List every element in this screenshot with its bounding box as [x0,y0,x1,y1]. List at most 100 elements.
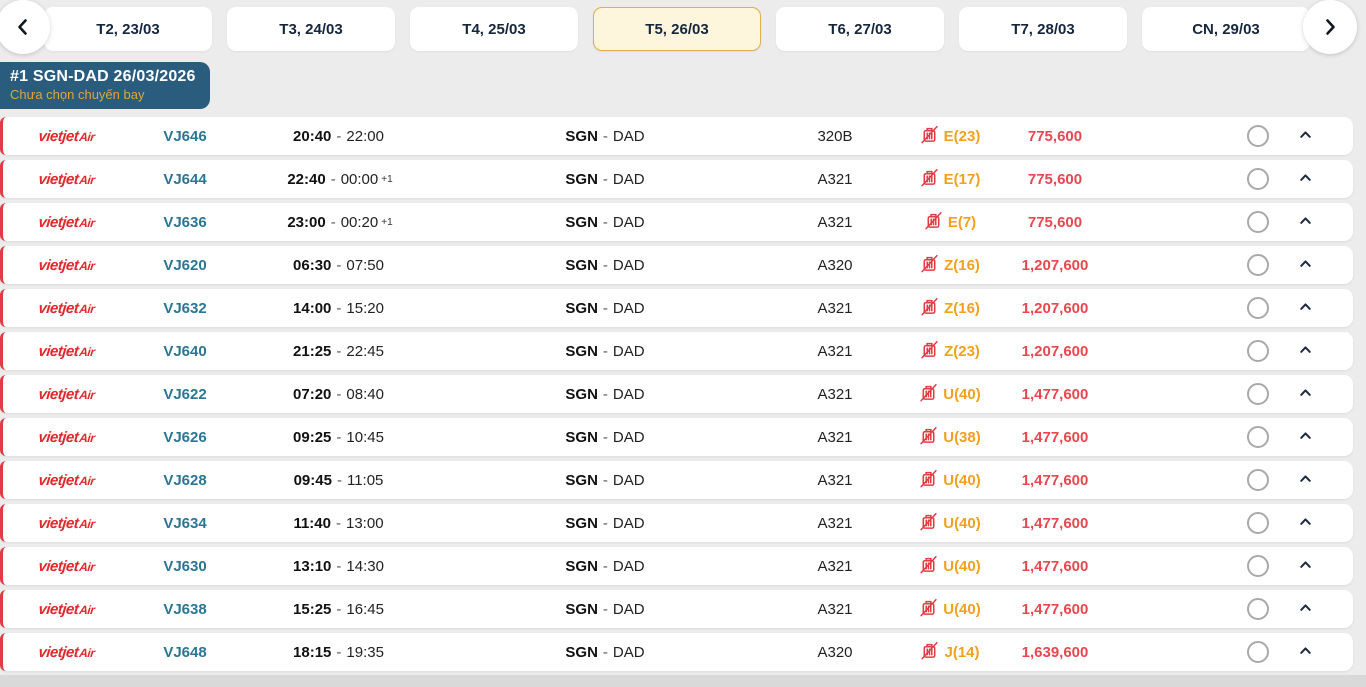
price: 1,477,600 [1021,600,1089,618]
collapse-row-button[interactable] [1290,594,1320,624]
route-separator: - [602,170,608,188]
departure-time: 09:25 [293,428,332,446]
date-tab-1[interactable]: T2, 23/03 [44,7,212,51]
route-cell: SGN - DAD [440,429,770,446]
next-dates-button[interactable] [1303,0,1357,54]
fare-cell: E(23) [900,125,1000,148]
flight-number[interactable]: VJ634 [163,514,207,532]
select-flight-radio[interactable] [1246,211,1269,233]
fare-cell: J(14) [900,641,1000,664]
select-flight-radio[interactable] [1246,254,1269,276]
flight-number[interactable]: VJ640 [163,342,207,360]
time-cell: 21:25 - 22:45 [240,343,440,360]
flight-number[interactable]: VJ636 [163,213,207,231]
flight-number[interactable]: VJ648 [163,643,207,661]
fare-class: J(14) [944,643,980,661]
arrival-time: 10:45 [346,428,384,446]
departure-time: 23:00 [287,213,326,231]
horizontal-scrollbar[interactable] [0,675,1366,687]
flight-number[interactable]: VJ630 [163,557,207,575]
collapse-row-button[interactable] [1290,465,1320,495]
select-flight-radio[interactable] [1246,598,1269,620]
no-baggage-icon [920,254,939,277]
select-flight-radio[interactable] [1246,297,1269,319]
logo-text-air: Air [78,645,96,659]
flight-row[interactable]: vietjet Air VJ628 09:45 - 11:05 SGN - DAD… [0,461,1353,499]
collapse-row-button[interactable] [1290,207,1320,237]
flight-row[interactable]: vietjet Air VJ646 20:40 - 22:00 SGN - DAD… [0,117,1353,155]
price: 1,477,600 [1021,428,1089,446]
flight-number[interactable]: VJ628 [163,471,207,489]
select-flight-radio[interactable] [1246,426,1269,448]
date-tab-2[interactable]: T3, 24/03 [227,7,395,51]
flight-row[interactable]: vietjet Air VJ620 06:30 - 07:50 SGN - DAD… [0,246,1353,284]
flight-number[interactable]: VJ638 [163,600,207,618]
select-flight-radio[interactable] [1246,125,1269,147]
departure-time: 14:00 [293,299,332,317]
route-cell: SGN - DAD [440,214,770,231]
flight-number[interactable]: VJ646 [163,127,207,145]
logo-text-vietjet: vietjet [37,428,80,446]
collapse-row-button[interactable] [1290,637,1320,667]
flight-row[interactable]: vietjet Air VJ626 09:25 - 10:45 SGN - DAD… [0,418,1353,456]
collapse-row-button[interactable] [1290,508,1320,538]
arrival-time: 15:20 [346,299,384,317]
prev-dates-button[interactable] [0,0,50,54]
flight-number[interactable]: VJ622 [163,385,207,403]
collapse-row-button[interactable] [1290,250,1320,280]
flight-number[interactable]: VJ644 [163,170,207,188]
collapse-row-button[interactable] [1290,164,1320,194]
select-flight-radio[interactable] [1246,469,1269,491]
time-cell: 09:25 - 10:45 [240,429,440,446]
flight-row[interactable]: vietjet Air VJ622 07:20 - 08:40 SGN - DAD… [0,375,1353,413]
collapse-row-button[interactable] [1290,422,1320,452]
flight-row[interactable]: vietjet Air VJ638 15:25 - 16:45 SGN - DAD… [0,590,1353,628]
route-cell: SGN - DAD [440,601,770,618]
flight-number[interactable]: VJ626 [163,428,207,446]
collapse-row-button[interactable] [1290,336,1320,366]
time-separator: - [336,471,342,489]
collapse-row-button[interactable] [1290,551,1320,581]
flight-number[interactable]: VJ632 [163,299,207,317]
destination-code: DAD [612,170,645,188]
date-tab-7[interactable]: CN, 29/03 [1142,7,1310,51]
vietjet-logo: vietjet Air [2,472,131,489]
flight-row[interactable]: vietjet Air VJ632 14:00 - 15:20 SGN - DAD… [0,289,1353,327]
date-tab-3[interactable]: T4, 25/03 [410,7,578,51]
flight-row[interactable]: vietjet Air VJ630 13:10 - 14:30 SGN - DAD… [0,547,1353,585]
flight-row[interactable]: vietjet Air VJ648 18:15 - 19:35 SGN - DAD… [0,633,1353,671]
flight-number[interactable]: VJ620 [163,256,207,274]
date-tab-6[interactable]: T7, 28/03 [959,7,1127,51]
select-flight-radio[interactable] [1246,340,1269,362]
aircraft-type: A321 [817,385,853,403]
time-separator: - [336,514,341,532]
select-flight-radio[interactable] [1246,383,1269,405]
arrival-time: 08:40 [346,385,384,403]
time-cell: 18:15 - 19:35 [240,644,440,661]
aircraft-type: A320 [817,643,853,661]
flight-row[interactable]: vietjet Air VJ636 23:00 - 00:20 +1 SGN - … [0,203,1353,241]
fare-cell: U(40) [900,383,1000,406]
date-tab-5[interactable]: T6, 27/03 [776,7,944,51]
flight-row[interactable]: vietjet Air VJ634 11:40 - 13:00 SGN - DAD… [0,504,1353,542]
no-baggage-icon [919,555,938,578]
select-flight-radio[interactable] [1246,168,1269,190]
select-flight-radio[interactable] [1246,555,1269,577]
select-flight-radio[interactable] [1246,641,1269,663]
flight-row[interactable]: vietjet Air VJ644 22:40 - 00:00 +1 SGN - … [0,160,1353,198]
origin-code: SGN [565,299,598,317]
no-baggage-icon [920,340,939,363]
departure-time: 06:30 [293,256,332,274]
select-flight-radio[interactable] [1246,512,1269,534]
fare-cell: U(40) [900,555,1000,578]
flight-row[interactable]: vietjet Air VJ640 21:25 - 22:45 SGN - DAD… [0,332,1353,370]
time-separator: - [336,342,342,360]
departure-time: 22:40 [287,170,326,188]
price: 1,477,600 [1021,471,1089,489]
date-tab-4[interactable]: T5, 26/03 [593,7,761,51]
origin-code: SGN [565,428,598,446]
destination-code: DAD [612,514,645,532]
collapse-row-button[interactable] [1290,293,1320,323]
collapse-row-button[interactable] [1290,121,1320,151]
collapse-row-button[interactable] [1290,379,1320,409]
